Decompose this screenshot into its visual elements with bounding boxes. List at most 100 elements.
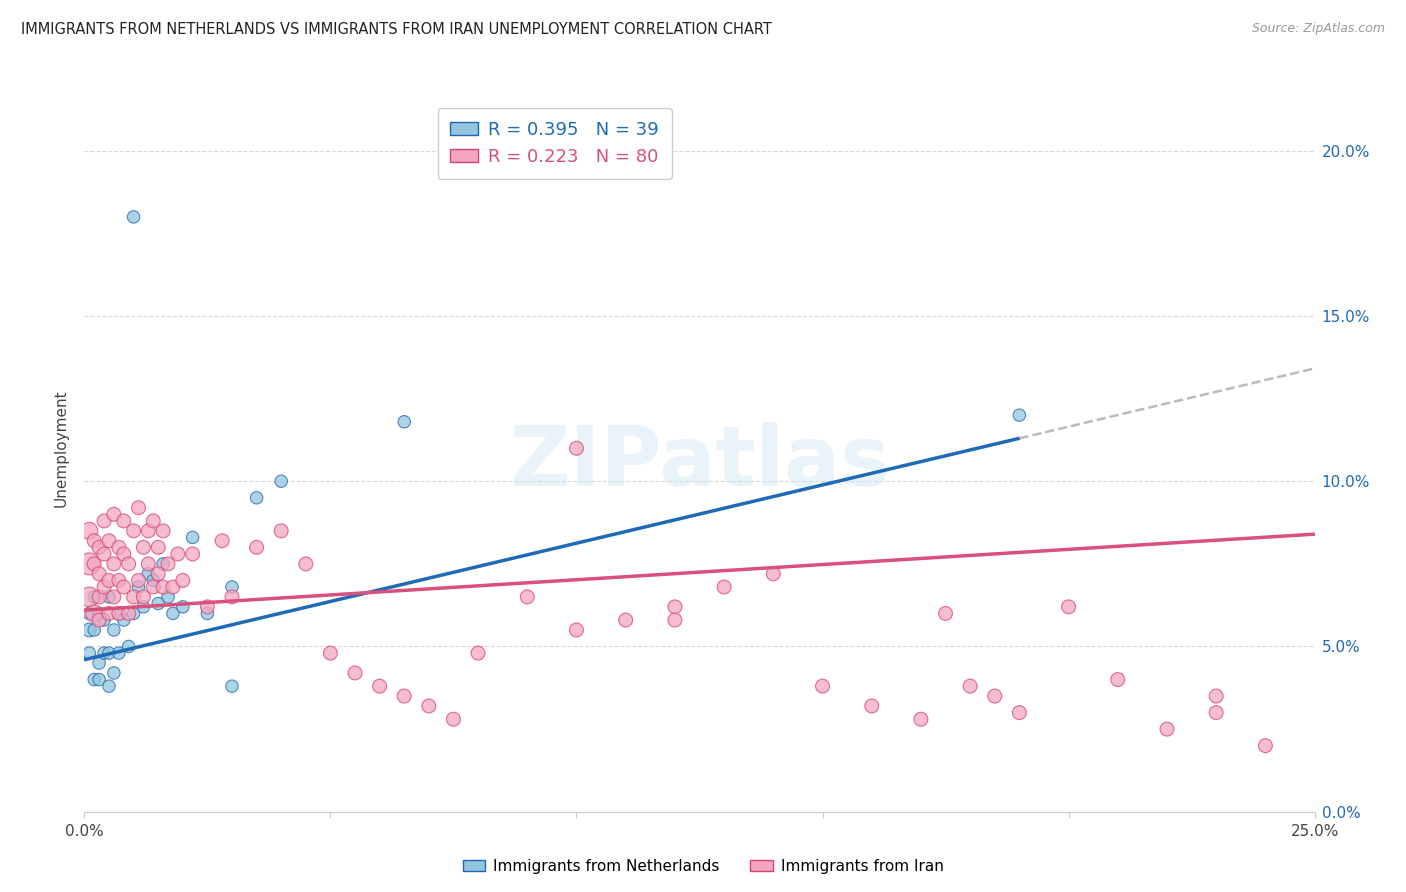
Point — [128, 580, 150, 594]
Point — [713, 580, 735, 594]
Point — [142, 580, 165, 594]
Point — [197, 599, 219, 614]
Point — [118, 607, 141, 621]
Point — [112, 613, 135, 627]
Point — [122, 590, 145, 604]
Text: IMMIGRANTS FROM NETHERLANDS VS IMMIGRANTS FROM IRAN UNEMPLOYMENT CORRELATION CHA: IMMIGRANTS FROM NETHERLANDS VS IMMIGRANT… — [21, 22, 772, 37]
Point — [103, 590, 125, 604]
Point — [319, 646, 342, 660]
Point — [394, 415, 416, 429]
Point — [172, 599, 194, 614]
Point — [122, 524, 145, 538]
Point — [112, 580, 135, 594]
Point — [98, 679, 120, 693]
Point — [142, 574, 165, 588]
Point — [128, 574, 150, 588]
Point — [108, 607, 131, 621]
Point — [98, 533, 120, 548]
Point — [221, 679, 243, 693]
Point — [108, 646, 131, 660]
Point — [664, 613, 686, 627]
Point — [122, 607, 145, 621]
Point — [295, 557, 318, 571]
Point — [98, 590, 120, 604]
Point — [138, 524, 160, 538]
Point — [83, 623, 105, 637]
Point — [112, 547, 135, 561]
Point — [270, 475, 292, 489]
Point — [614, 613, 637, 627]
Point — [516, 590, 538, 604]
Point — [565, 623, 588, 637]
Point — [148, 541, 170, 555]
Point — [467, 646, 489, 660]
Point — [1156, 722, 1178, 736]
Point — [443, 712, 465, 726]
Point — [98, 646, 120, 660]
Point — [157, 590, 180, 604]
Point — [344, 665, 367, 680]
Point — [148, 566, 170, 581]
Point — [112, 514, 135, 528]
Point — [138, 557, 160, 571]
Point — [152, 524, 174, 538]
Point — [152, 580, 174, 594]
Point — [1107, 673, 1129, 687]
Point — [128, 500, 150, 515]
Point — [152, 557, 174, 571]
Point — [246, 491, 269, 505]
Point — [172, 574, 194, 588]
Point — [83, 590, 105, 604]
Point — [87, 673, 111, 687]
Point — [1057, 599, 1080, 614]
Point — [79, 607, 101, 621]
Point — [87, 656, 111, 670]
Point — [79, 557, 101, 571]
Point — [103, 557, 125, 571]
Point — [132, 541, 155, 555]
Point — [87, 590, 111, 604]
Point — [83, 557, 105, 571]
Point — [181, 531, 204, 545]
Point — [103, 623, 125, 637]
Point — [394, 689, 416, 703]
Point — [138, 566, 160, 581]
Point — [103, 665, 125, 680]
Point — [211, 533, 233, 548]
Point — [1205, 706, 1227, 720]
Point — [118, 557, 141, 571]
Point — [762, 566, 785, 581]
Point — [98, 607, 120, 621]
Legend: R = 0.395   N = 39, R = 0.223   N = 80: R = 0.395 N = 39, R = 0.223 N = 80 — [437, 108, 672, 178]
Point — [246, 541, 269, 555]
Point — [79, 590, 101, 604]
Point — [181, 547, 204, 561]
Point — [132, 599, 155, 614]
Point — [221, 580, 243, 594]
Point — [162, 580, 184, 594]
Point — [93, 646, 115, 660]
Point — [87, 613, 111, 627]
Point — [87, 541, 111, 555]
Point — [959, 679, 981, 693]
Point — [565, 441, 588, 455]
Text: ZIPatlas: ZIPatlas — [509, 422, 890, 503]
Point — [87, 607, 111, 621]
Point — [79, 623, 101, 637]
Point — [910, 712, 932, 726]
Point — [142, 514, 165, 528]
Point — [811, 679, 834, 693]
Point — [148, 597, 170, 611]
Point — [122, 210, 145, 224]
Point — [197, 607, 219, 621]
Point — [108, 607, 131, 621]
Point — [221, 590, 243, 604]
Legend: Immigrants from Netherlands, Immigrants from Iran: Immigrants from Netherlands, Immigrants … — [457, 853, 949, 880]
Point — [83, 533, 105, 548]
Point — [157, 557, 180, 571]
Point — [83, 673, 105, 687]
Point — [418, 698, 440, 713]
Y-axis label: Unemployment: Unemployment — [53, 390, 69, 507]
Point — [1254, 739, 1277, 753]
Point — [984, 689, 1007, 703]
